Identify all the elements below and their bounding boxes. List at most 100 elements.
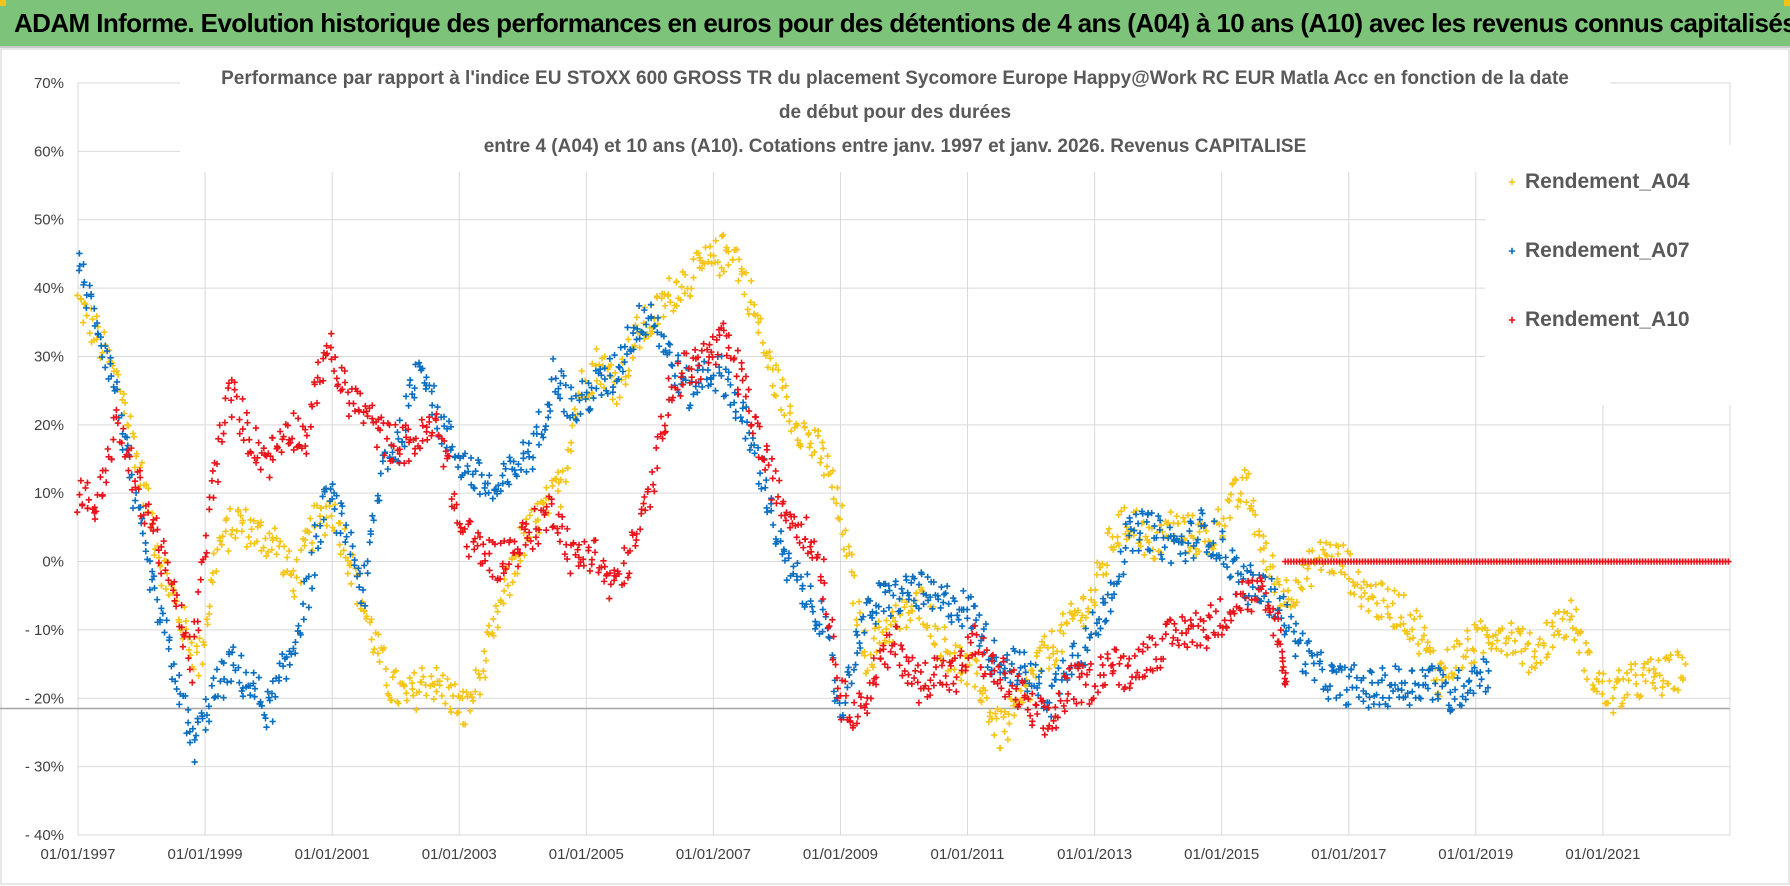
scatter-point: [1620, 675, 1627, 683]
scatter-point: [1569, 624, 1577, 632]
scatter-point: [504, 582, 511, 589]
scatter-point: [1316, 658, 1324, 665]
scatter-point: [1132, 511, 1140, 518]
scatter-point: [1281, 622, 1288, 629]
scatter-point: [1459, 664, 1466, 671]
scatter-point: [853, 649, 861, 657]
scatter-point: [1338, 666, 1345, 674]
scatter-point: [1615, 667, 1623, 674]
scatter-point: [549, 523, 556, 531]
scatter-point: [529, 454, 537, 461]
scatter-point: [295, 441, 303, 448]
scatter-point: [901, 667, 908, 675]
scatter-point: [654, 464, 661, 472]
scatter-point: [433, 664, 440, 671]
scatter-point: [253, 538, 261, 545]
scatter-point: [1140, 640, 1147, 648]
scatter-point: [783, 509, 790, 516]
scatter-point: [128, 471, 135, 478]
scatter-point: [1444, 646, 1451, 653]
scatter-point: [98, 353, 106, 361]
scatter-point: [957, 652, 964, 659]
scatter-point: [706, 341, 713, 348]
scatter-point: [428, 388, 435, 395]
scatter-point: [1522, 645, 1529, 652]
scatter-point: [252, 459, 260, 466]
scatter-point: [1628, 666, 1635, 673]
scatter-point: [118, 412, 125, 419]
scatter-point: [1651, 673, 1658, 681]
scatter-point: [1216, 521, 1223, 528]
scatter-point: [592, 537, 599, 544]
scatter-point: [1347, 589, 1354, 597]
scatter-point: [327, 344, 335, 351]
scatter-point: [1187, 518, 1194, 525]
scatter-point: [807, 543, 814, 550]
scatter-point: [492, 602, 500, 610]
scatter-point: [720, 327, 727, 334]
scatter-point: [1368, 679, 1376, 687]
scatter-point: [1241, 466, 1248, 474]
scatter-point: [406, 376, 414, 384]
scatter-point: [848, 680, 855, 687]
scatter-point: [574, 546, 581, 553]
scatter-point: [581, 538, 588, 545]
scatter-point: [351, 556, 358, 564]
scatter-point: [1451, 671, 1458, 678]
scatter-point: [838, 677, 846, 684]
scatter-point: [118, 439, 125, 447]
scatter-point: [469, 471, 477, 478]
scatter-point: [1430, 647, 1437, 654]
scatter-point: [77, 477, 85, 484]
scatter-point: [930, 682, 937, 689]
scatter-point: [469, 697, 477, 705]
scatter-point: [188, 639, 195, 646]
scatter-point: [1464, 647, 1471, 654]
scatter-point: [308, 539, 316, 547]
scatter-point: [409, 685, 416, 693]
scatter-point: [334, 381, 342, 388]
scatter-point: [772, 362, 780, 369]
scatter-point: [819, 628, 826, 635]
scatter-point: [1462, 653, 1469, 661]
scatter-point: [828, 483, 836, 491]
scatter-point: [428, 429, 436, 437]
scatter-point: [1099, 560, 1106, 568]
scatter-point: [263, 724, 270, 731]
scatter-point: [446, 705, 454, 712]
scatter-point: [1370, 700, 1378, 708]
scatter-point: [1118, 507, 1125, 515]
scatter-point: [1046, 699, 1053, 706]
scatter-point: [730, 399, 738, 406]
scatter-point: [716, 331, 723, 339]
scatter-point: [463, 543, 470, 550]
scatter-point: [1078, 670, 1085, 677]
scatter-point: [155, 559, 163, 567]
scatter-point: [850, 666, 858, 673]
scatter-point: [1408, 667, 1416, 674]
scatter-point: [239, 519, 246, 527]
scatter-point: [562, 478, 570, 485]
scatter-point: [313, 502, 321, 509]
scatter-point: [1028, 690, 1036, 697]
scatter-point: [772, 392, 780, 400]
scatter-point: [338, 364, 345, 371]
scatter-point: [773, 500, 780, 507]
scatter-point: [417, 679, 424, 686]
scatter-point: [497, 487, 504, 495]
scatter-point: [185, 646, 193, 654]
scatter-point: [1512, 648, 1519, 656]
scatter-point: [1526, 629, 1533, 637]
scatter-point: [586, 405, 594, 413]
scatter-point: [660, 313, 667, 320]
scatter-point: [806, 444, 813, 451]
title-background: [180, 60, 1610, 172]
scatter-point: [1177, 550, 1184, 557]
scatter-point: [742, 393, 750, 400]
scatter-point: [348, 580, 355, 587]
scatter-point: [220, 694, 227, 701]
scatter-point: [879, 628, 886, 636]
scatter-point: [829, 467, 837, 474]
scatter-point: [688, 373, 695, 381]
scatter-point: [298, 445, 306, 452]
